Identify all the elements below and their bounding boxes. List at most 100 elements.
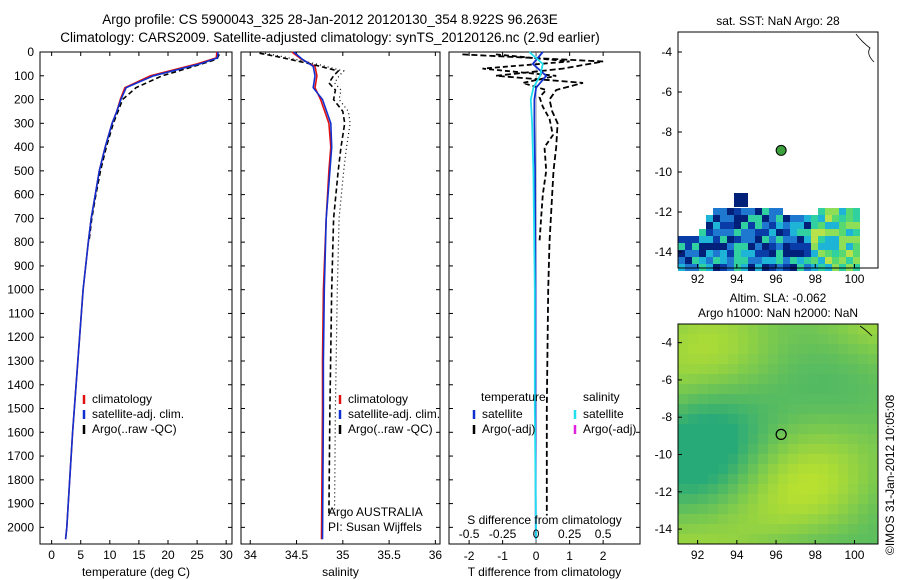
x-tick-label: 2 (600, 549, 607, 563)
sst-cell (846, 257, 853, 264)
sla-cell (778, 514, 788, 524)
sst-map-frame (677, 31, 879, 269)
sla-cell (808, 364, 818, 374)
sla-cell (698, 394, 708, 404)
sla-cell (778, 344, 788, 354)
sla-cell (708, 474, 718, 484)
sla-cell (798, 334, 808, 344)
sla-cell (758, 444, 768, 454)
sst-cell (832, 229, 839, 236)
sla-cell (738, 444, 748, 454)
sla-cell (808, 404, 818, 414)
sst-cell (748, 222, 755, 229)
sla-cell (848, 464, 858, 474)
sla-cell (728, 334, 738, 344)
owner-annotation: Argo AUSTRALIA (328, 505, 423, 519)
sla-cell (818, 454, 828, 464)
legend-label: satellite (583, 407, 624, 421)
sla-cell (858, 504, 868, 514)
sst-map-x-tick-label: 98 (809, 272, 823, 286)
legend-label: Argo(-adj) (482, 422, 535, 436)
legend-label: climatology (92, 392, 152, 406)
sla-cell (678, 354, 688, 364)
sla-cell (788, 374, 798, 384)
sla-cell (688, 494, 698, 504)
sla-cell (678, 454, 688, 464)
sst-cell (832, 257, 839, 264)
sla-cell (848, 344, 858, 354)
sla-cell (708, 394, 718, 404)
x-tick-label: 35 (336, 548, 350, 562)
sla-cell (738, 384, 748, 394)
sla-cell (708, 334, 718, 344)
sla-cell (848, 444, 858, 454)
sst-cell (853, 222, 860, 229)
sst-cell (734, 193, 748, 207)
sla-cell (748, 374, 758, 384)
sst-cell (839, 243, 846, 250)
sla-cell (798, 444, 808, 454)
sla-cell (738, 524, 748, 534)
sla-cell (698, 474, 708, 484)
x-tick-label: 34.5 (285, 548, 309, 562)
sla-cell (748, 384, 758, 394)
sst-cell (769, 215, 776, 222)
sst-cell (685, 257, 692, 264)
y-tick-label: 900 (14, 259, 34, 273)
sla-cell (848, 364, 858, 374)
sst-cell (853, 257, 860, 264)
y-tick-label: 1700 (7, 449, 34, 463)
sla-cell (748, 324, 758, 334)
sla-cell (868, 364, 878, 374)
sla-cell (818, 354, 828, 364)
sla-cell (808, 384, 818, 394)
sst-cell (769, 229, 776, 236)
sla-cell (688, 524, 698, 534)
sla-cell (788, 364, 798, 374)
sla-cell (848, 534, 858, 544)
sla-cell (828, 514, 838, 524)
sla-cell (808, 454, 818, 464)
sla-cell (768, 394, 778, 404)
y-tick-label: 1000 (7, 283, 34, 297)
sla-cell (838, 514, 848, 524)
sst-cell (699, 257, 706, 264)
sst-cell (755, 208, 762, 215)
sla-cell (848, 374, 858, 384)
sst-cell (692, 243, 699, 250)
sla-map-y-tick-label: -12 (655, 485, 673, 499)
sla-cell (808, 524, 818, 534)
sst-cell (720, 222, 727, 229)
sst-cell (811, 250, 818, 257)
sla-cell (858, 334, 868, 344)
sst-cell (811, 222, 818, 229)
sst-cell (720, 250, 727, 257)
sla-map-y-tick-label: -10 (655, 448, 673, 462)
sla-cell (748, 344, 758, 354)
sla-cell (698, 464, 708, 474)
sla-cell (708, 324, 718, 334)
sla-cell (868, 534, 878, 544)
sla-cell (838, 384, 848, 394)
sst-cell (706, 257, 713, 264)
sst-cell (727, 236, 734, 243)
sla-cell (828, 464, 838, 474)
sst-cell (769, 243, 776, 250)
y-tick-label: 1400 (7, 378, 34, 392)
sla-cell (788, 494, 798, 504)
sla-cell (778, 444, 788, 454)
sst-cell (706, 250, 713, 257)
sla-cell (718, 444, 728, 454)
sla-cell (718, 404, 728, 414)
sla-cell (678, 364, 688, 374)
sla-cell (838, 354, 848, 364)
sla-cell (848, 404, 858, 414)
sla-cell (688, 474, 698, 484)
difference-xlabel: T difference from climatology (468, 565, 622, 579)
y-tick-label: 700 (14, 211, 34, 225)
y-tick-label: 1300 (7, 354, 34, 368)
sla-cell (778, 354, 788, 364)
sst-cell (839, 215, 846, 222)
sst-cell (783, 250, 790, 257)
sla-cell (798, 464, 808, 474)
